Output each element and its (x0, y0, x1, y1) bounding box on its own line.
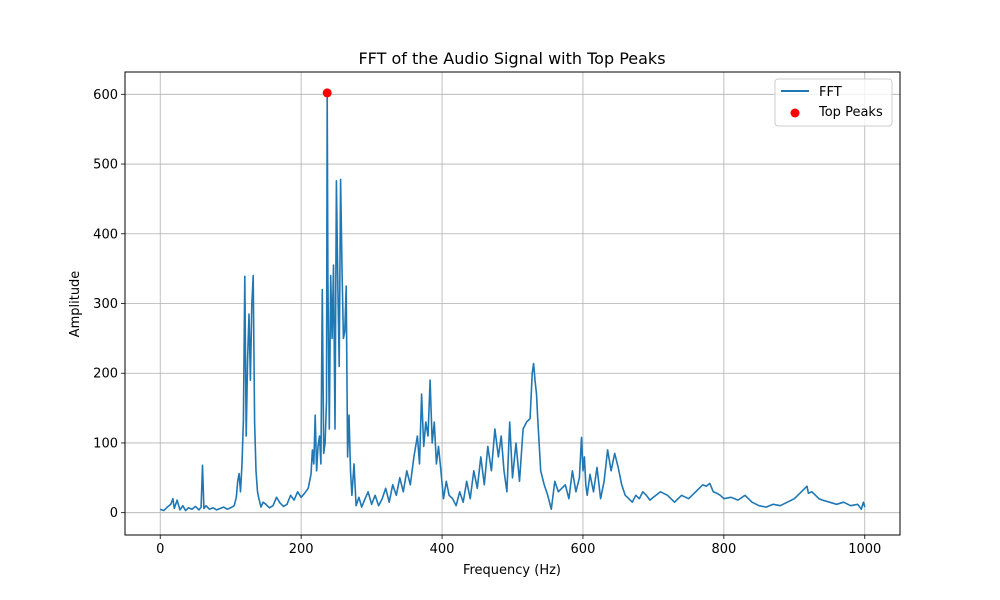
x-tick-label: 200 (289, 542, 314, 557)
x-tick-label: 400 (430, 542, 455, 557)
legend-peaks-label: Top Peaks (818, 105, 883, 120)
plot-frame (124, 71, 901, 536)
y-tick-label: 300 (93, 297, 118, 312)
x-tick-label: 0 (156, 542, 164, 557)
y-tick-label: 500 (93, 158, 118, 173)
y-tick-label: 600 (93, 88, 118, 103)
legend: FFT Top Peaks (774, 78, 893, 127)
x-tick-label: 800 (711, 542, 736, 557)
fft-series-line (159, 92, 866, 512)
x-tick-label: 1000 (848, 542, 881, 557)
y-axis-ticks: 0 100 200 300 400 500 600 (93, 88, 125, 521)
x-tick-label: 600 (571, 542, 596, 557)
top-peak-point (322, 88, 332, 98)
legend-fft-label: FFT (819, 85, 842, 100)
y-tick-label: 0 (110, 506, 118, 521)
y-tick-label: 200 (93, 367, 118, 382)
y-axis-title: Amplitude (68, 271, 83, 338)
y-tick-label: 100 (93, 436, 118, 451)
legend-peaks-swatch (790, 108, 800, 118)
x-axis-title: Frequency (Hz) (463, 563, 561, 578)
series-layer (159, 88, 866, 512)
y-tick-label: 400 (93, 227, 118, 242)
x-axis-ticks: 0 200 400 600 800 1000 (156, 535, 881, 557)
chart-title: FFT of the Audio Signal with Top Peaks (358, 49, 665, 68)
